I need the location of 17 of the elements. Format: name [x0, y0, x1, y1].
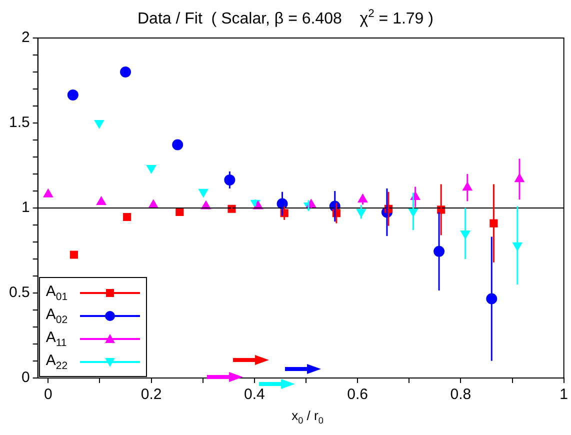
y-tick-label: 1: [22, 199, 30, 216]
chart-title: Data / Fit ( Scalar, β = 6.408 χ$^{2}$ = 1.79 ): [136, 8, 434, 28]
x-tick-label: 0: [44, 386, 52, 404]
x-tick-label: 0.4: [244, 386, 265, 404]
legend-label: A$_{11}$: [46, 328, 68, 348]
x-axis-title: x$_{0}$ / r$_{0}$: [290, 408, 324, 426]
y-tick-label: 0: [22, 369, 30, 386]
legend-label: A$_{22}$: [46, 352, 69, 372]
x-tick-label: 0.8: [450, 386, 472, 404]
x-tick-label: 1: [560, 386, 568, 404]
legend-label: A$_{02}$: [46, 306, 69, 326]
y-tick-label: 0.5: [8, 284, 30, 302]
y-tick-label: 1.5: [8, 114, 30, 132]
legend-label: A$_{01}$: [46, 282, 69, 302]
y-tick-label: 2: [22, 29, 30, 46]
x-tick-label: 0.2: [140, 386, 162, 404]
x-tick-label: 0.6: [347, 386, 368, 404]
